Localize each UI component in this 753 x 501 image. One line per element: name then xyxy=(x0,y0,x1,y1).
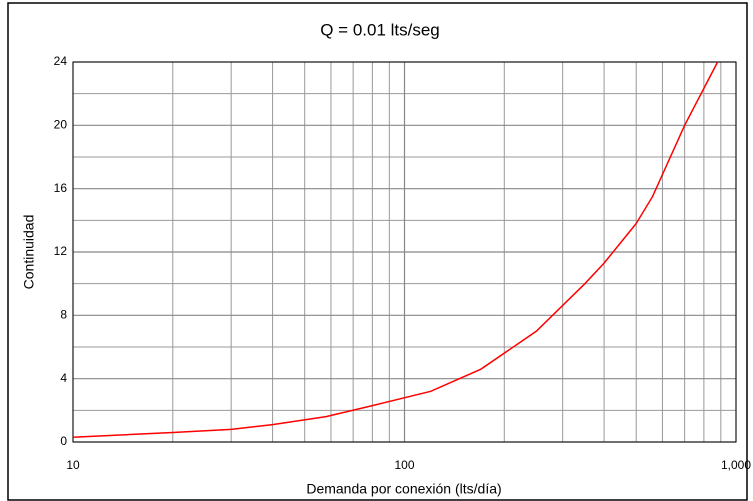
chart-title: Q = 0.01 lts/seg xyxy=(320,20,440,39)
x-axis-label: Demanda por conexión (lts/día) xyxy=(306,481,501,497)
line-series xyxy=(72,61,719,438)
y-tick-label: 16 xyxy=(54,181,68,195)
y-tick-label: 12 xyxy=(54,244,68,258)
y-tick-label: 8 xyxy=(60,308,67,322)
x-tick-label: 1,000 xyxy=(721,458,751,472)
y-tick-label: 0 xyxy=(60,434,67,448)
y-tick-label: 24 xyxy=(54,54,68,68)
x-tick-label: 10 xyxy=(66,458,80,472)
plot-area xyxy=(72,61,737,443)
y-tick-label: 20 xyxy=(54,118,68,132)
y-axis-label: Continuidad xyxy=(21,215,37,290)
x-tick-label: 100 xyxy=(394,458,414,472)
y-tick-label: 4 xyxy=(60,371,67,385)
